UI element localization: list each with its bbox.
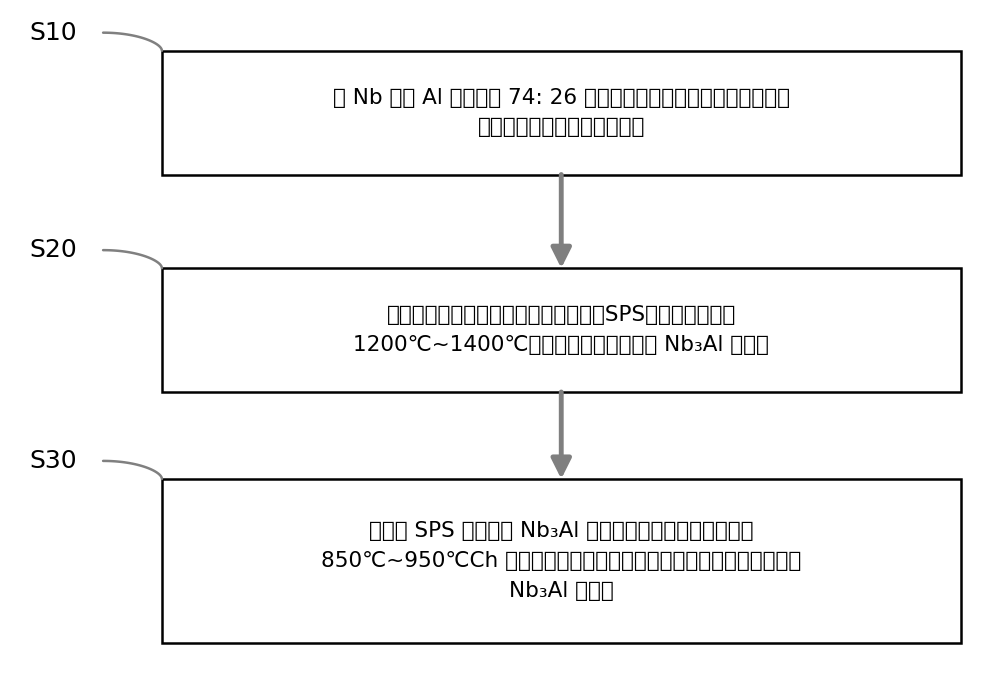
Bar bbox=[162, 51, 961, 174]
Text: 将 Nb 粉和 Al 粉，按照 74: 26 的化学计量比称量，然后在行星球磨
罐中充分混合，得到混合粉末: 将 Nb 粉和 Al 粉，按照 74: 26 的化学计量比称量，然后在行星球磨 … bbox=[333, 88, 790, 137]
Text: 将经过 SPS 烧结后的 Nb₃Al 块材放入石英管中进行温度为
850℃~950℃Ch 的后退火处理，烧结后随炉冷却，得到后退火处理的
Nb₃Al 超导体: 将经过 SPS 烧结后的 Nb₃Al 块材放入石英管中进行温度为 850℃~95… bbox=[321, 521, 801, 601]
Text: S20: S20 bbox=[30, 238, 77, 262]
Text: 将混合粉末置于放电等离子体烧结炉（SPS）中进行温度为
1200℃~1400℃的加热加压烧结，得到 Nb₃Al 超导体: 将混合粉末置于放电等离子体烧结炉（SPS）中进行温度为 1200℃~1400℃的… bbox=[353, 305, 769, 355]
Bar bbox=[162, 268, 961, 392]
Text: S10: S10 bbox=[30, 21, 77, 45]
Bar bbox=[162, 479, 961, 643]
Text: S30: S30 bbox=[30, 449, 77, 473]
